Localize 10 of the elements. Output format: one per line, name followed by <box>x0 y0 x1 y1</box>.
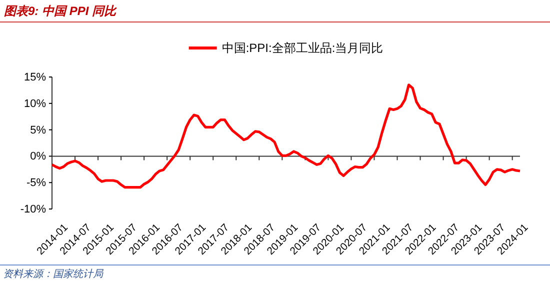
y-tick-label: 5% <box>30 124 46 136</box>
y-tick-label: -5% <box>26 177 46 190</box>
y-tick-label: 10% <box>24 98 46 110</box>
y-tick-label: -10% <box>20 204 46 216</box>
y-tick-label: 0% <box>30 150 46 163</box>
legend-label: 中国:PPI:全部工业品:当月同比 <box>222 41 384 56</box>
chart-title: 图表9: 中国 PPI 同比 <box>4 4 118 18</box>
y-tick-label: 15% <box>24 72 46 84</box>
text: 资料来源：国家统计局 <box>3 268 104 280</box>
line-series <box>50 84 522 189</box>
